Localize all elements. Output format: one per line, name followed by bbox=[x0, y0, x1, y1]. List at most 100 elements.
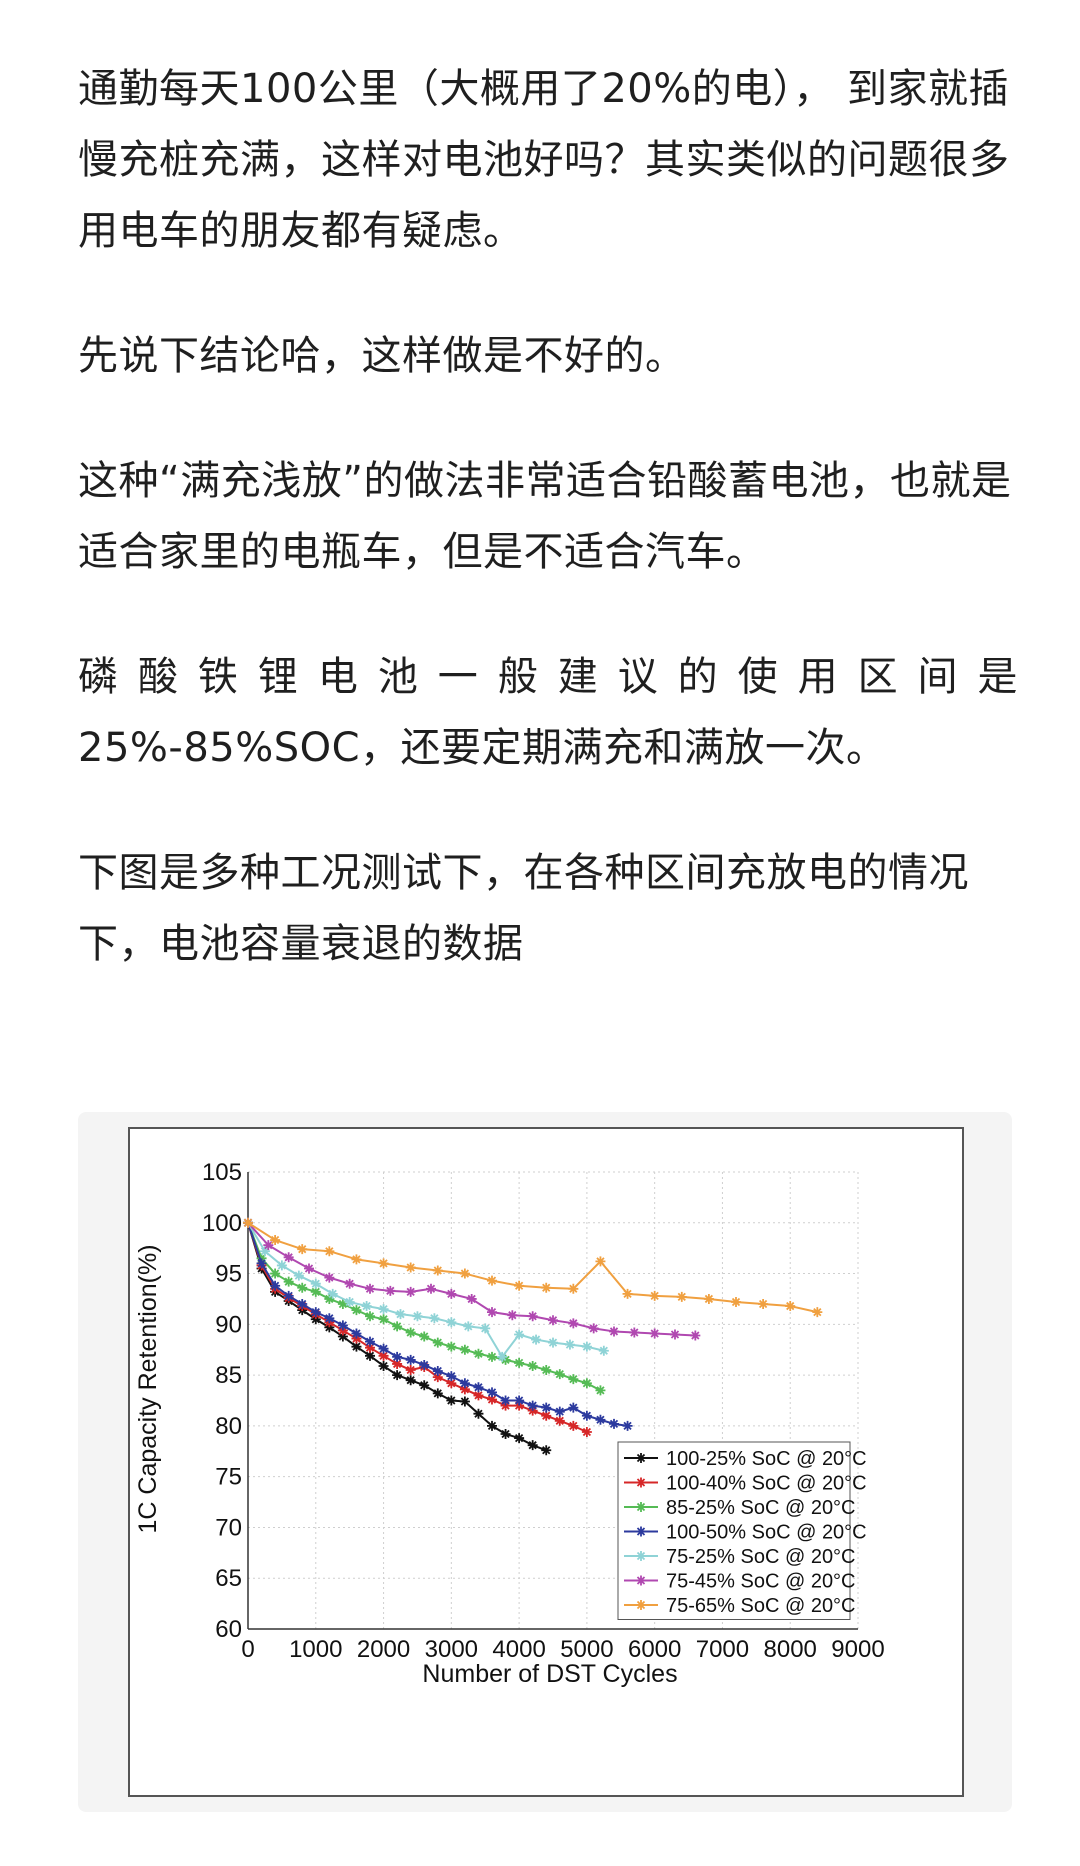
x-tick-label: 6000 bbox=[628, 1636, 681, 1663]
data-point bbox=[497, 1351, 508, 1362]
legend-swatch-marker bbox=[636, 1575, 646, 1586]
data-point bbox=[649, 1290, 660, 1301]
data-point bbox=[459, 1378, 470, 1389]
data-point bbox=[337, 1299, 348, 1310]
data-point bbox=[378, 1304, 389, 1315]
data-point bbox=[541, 1445, 552, 1456]
y-axis-label: 1C Capacity Retention(%) bbox=[134, 1244, 162, 1533]
data-point bbox=[622, 1420, 633, 1431]
data-point bbox=[500, 1400, 511, 1411]
data-point bbox=[243, 1217, 253, 1228]
data-point bbox=[541, 1402, 552, 1413]
data-point bbox=[527, 1311, 538, 1322]
data-point bbox=[337, 1331, 348, 1342]
data-point bbox=[554, 1415, 565, 1426]
data-point bbox=[324, 1272, 335, 1283]
data-point bbox=[351, 1341, 362, 1352]
data-point bbox=[283, 1276, 294, 1287]
data-point bbox=[487, 1387, 497, 1398]
data-point bbox=[419, 1359, 430, 1370]
data-point bbox=[564, 1339, 575, 1350]
data-point bbox=[378, 1343, 389, 1354]
series-4 bbox=[243, 1217, 633, 1431]
series-line bbox=[247, 1221, 818, 1314]
data-point bbox=[283, 1290, 294, 1301]
data-point bbox=[446, 1378, 457, 1389]
data-point bbox=[344, 1296, 355, 1307]
data-point bbox=[344, 1278, 355, 1289]
data-point bbox=[527, 1405, 538, 1416]
data-point bbox=[487, 1420, 497, 1431]
data-point bbox=[595, 1256, 606, 1267]
data-point bbox=[419, 1380, 430, 1391]
data-point bbox=[365, 1342, 375, 1353]
data-point bbox=[276, 1260, 287, 1271]
data-point bbox=[527, 1400, 538, 1411]
data-point bbox=[473, 1408, 484, 1419]
x-axis-label: Number of DST Cycles bbox=[422, 1660, 677, 1688]
data-point bbox=[351, 1254, 362, 1265]
data-point bbox=[568, 1283, 579, 1294]
series-layer bbox=[243, 1217, 823, 1456]
x-tick-label: 1000 bbox=[289, 1636, 342, 1663]
data-point bbox=[324, 1313, 335, 1324]
legend-entry-label: 75-65% SoC @ 20°C bbox=[666, 1595, 856, 1617]
data-point bbox=[598, 1345, 609, 1356]
data-point bbox=[487, 1351, 497, 1362]
data-point bbox=[514, 1395, 525, 1406]
data-point bbox=[459, 1268, 470, 1279]
legend-swatch-marker bbox=[636, 1477, 646, 1488]
x-tick-label: 4000 bbox=[492, 1636, 545, 1663]
data-point bbox=[581, 1426, 592, 1437]
data-point bbox=[283, 1252, 294, 1263]
data-point bbox=[649, 1328, 660, 1339]
data-point bbox=[297, 1244, 308, 1255]
data-point bbox=[405, 1286, 416, 1297]
legend-entry-label: 100-50% SoC @ 20°C bbox=[666, 1522, 867, 1544]
data-point bbox=[446, 1317, 457, 1328]
data-point bbox=[446, 1341, 457, 1352]
data-point bbox=[676, 1291, 687, 1302]
data-point bbox=[337, 1320, 348, 1331]
data-point bbox=[392, 1358, 403, 1369]
chart-card: 0 1000 2000 3000 4000 5000 6000 7000 8000 9000 60 6… bbox=[78, 1112, 1012, 1812]
data-point bbox=[531, 1334, 542, 1345]
data-point bbox=[459, 1344, 470, 1355]
data-point bbox=[487, 1307, 497, 1318]
data-point bbox=[337, 1325, 348, 1336]
data-point bbox=[581, 1410, 592, 1421]
axis-layer: 0 1000 2000 3000 4000 5000 6000 7000 8000 9000 60 6… bbox=[202, 1159, 885, 1663]
grid-layer bbox=[247, 1171, 859, 1630]
legend-entry-label: 75-45% SoC @ 20°C bbox=[666, 1571, 856, 1593]
data-point bbox=[361, 1301, 372, 1312]
data-point bbox=[324, 1322, 335, 1333]
data-point bbox=[263, 1240, 274, 1251]
data-point bbox=[548, 1315, 558, 1326]
data-point bbox=[487, 1275, 497, 1286]
legend-swatch-marker bbox=[636, 1453, 646, 1463]
y-tick-label: 60 bbox=[215, 1616, 242, 1643]
data-point bbox=[270, 1235, 281, 1246]
paragraph-2: 先说下结论哈，这样做是不好的。 bbox=[78, 333, 686, 379]
capacity-retention-chart: 0 1000 2000 3000 4000 5000 6000 7000 8000 9000 60 6… bbox=[134, 1159, 885, 1688]
data-point bbox=[446, 1371, 457, 1382]
data-point bbox=[785, 1301, 796, 1312]
x-tick-label: 2000 bbox=[357, 1636, 410, 1663]
data-point bbox=[568, 1402, 579, 1413]
series-7 bbox=[243, 1217, 823, 1318]
data-point bbox=[554, 1406, 565, 1417]
data-point bbox=[351, 1333, 362, 1344]
data-point bbox=[310, 1286, 321, 1297]
data-point bbox=[365, 1350, 375, 1361]
data-point bbox=[351, 1328, 362, 1339]
data-point bbox=[405, 1327, 416, 1338]
legend-entry-label: 100-25% SoC @ 20°C bbox=[666, 1448, 867, 1470]
data-point bbox=[588, 1323, 599, 1334]
data-point bbox=[378, 1314, 389, 1325]
data-point bbox=[351, 1305, 362, 1316]
data-point bbox=[297, 1299, 308, 1310]
data-point bbox=[758, 1299, 769, 1310]
data-point bbox=[568, 1318, 579, 1329]
data-point bbox=[581, 1341, 592, 1352]
data-point bbox=[568, 1374, 579, 1385]
